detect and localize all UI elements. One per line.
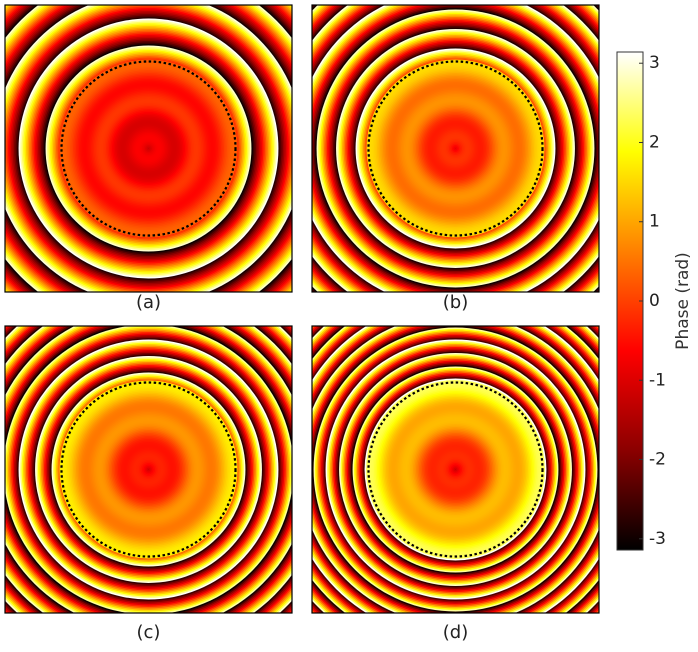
colorbar-ticks: 3 2 1 0 -1 -2 -3 xyxy=(639,53,666,549)
colorbar-label: Phase (rad) xyxy=(673,252,693,350)
colorbar-tick-label: 2 xyxy=(649,132,660,152)
dotted-boundary-circle xyxy=(60,60,237,237)
disk-ring xyxy=(455,469,456,470)
disk-ring xyxy=(455,148,456,149)
disk-ring xyxy=(148,469,149,470)
colorbar: 3 2 1 0 -1 -2 -3 Phase (rad) xyxy=(616,51,693,551)
panel-frame xyxy=(311,325,600,614)
colorbar-tick-label: 3 xyxy=(649,53,660,73)
panel-label: (d) xyxy=(443,622,468,643)
phase-map xyxy=(312,5,599,292)
phase-panel-d: (d) xyxy=(311,325,600,643)
colorbar-gradient xyxy=(617,52,643,550)
phase-map xyxy=(5,326,292,613)
panel-label: (a) xyxy=(136,292,161,313)
phase-panels: (a) (b) (c) (d) xyxy=(4,4,600,643)
panel-frame xyxy=(311,4,600,293)
panel-frame xyxy=(4,325,293,614)
dotted-boundary-circle xyxy=(60,381,237,558)
dotted-boundary-circle xyxy=(367,381,544,558)
colorbar-tick-label: -2 xyxy=(649,450,666,470)
disk-ring xyxy=(148,148,149,149)
colorbar-tick-label: 1 xyxy=(649,212,660,232)
panel-label: (b) xyxy=(443,292,468,313)
colorbar-tick-label: 0 xyxy=(649,291,660,311)
colorbar-tick-label: -1 xyxy=(649,370,666,390)
panel-frame xyxy=(4,4,293,293)
dotted-boundary-circle xyxy=(367,60,544,237)
phase-panel-b: (b) xyxy=(311,4,600,313)
panel-label: (c) xyxy=(137,622,161,643)
phase-panel-c: (c) xyxy=(4,325,293,643)
colorbar-tick-label: -3 xyxy=(649,529,666,549)
phase-map xyxy=(5,5,292,292)
phase-map xyxy=(312,326,599,613)
phase-panel-a: (a) xyxy=(4,4,293,313)
